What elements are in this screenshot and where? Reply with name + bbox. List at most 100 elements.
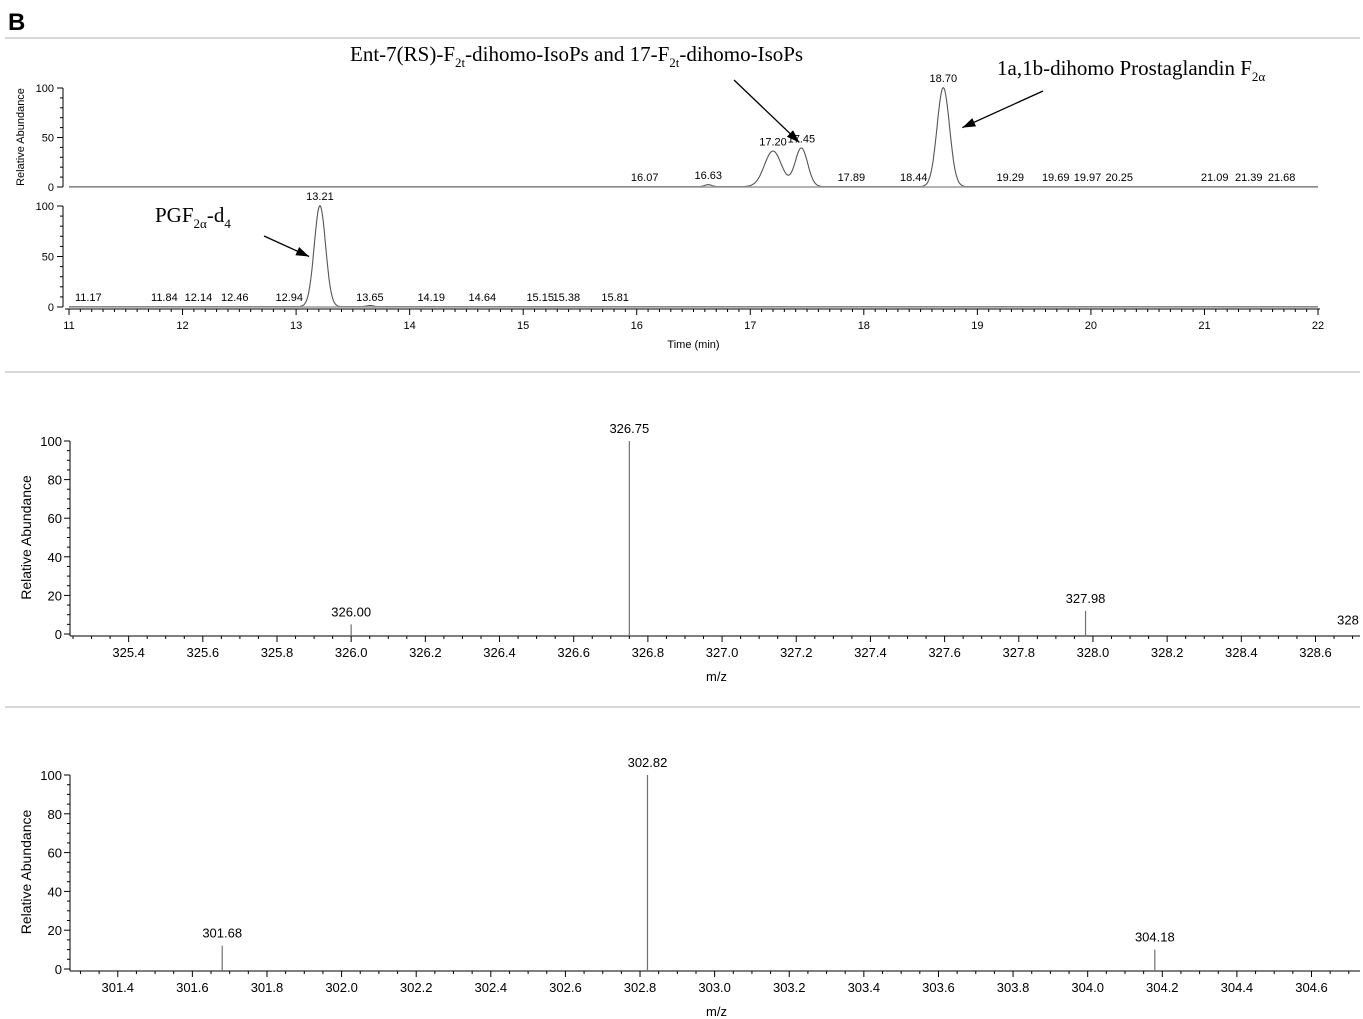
peak-label: 21.09 [1201, 172, 1229, 184]
peak-label: 15.81 [601, 292, 629, 304]
spectrum1-y-axis-label: Relative Abundance [18, 475, 34, 600]
y-tick-label: 60 [48, 846, 62, 861]
x-tick-label: 327.6 [928, 645, 961, 660]
peak-label: 17.20 [759, 136, 787, 148]
y-tick-label: 0 [55, 962, 62, 977]
x-tick-label: 301.8 [251, 980, 284, 995]
x-tick-label: 304.0 [1071, 980, 1104, 995]
spectrum-peak-label: 304.18 [1135, 930, 1175, 945]
x-tick-label: 303.8 [997, 980, 1030, 995]
x-tick-label: 303.2 [773, 980, 806, 995]
x-tick-label: 13 [290, 320, 302, 332]
annotation-dihomo-prostaglandin-arrow-shaft [962, 90, 1044, 129]
spectrum-peak-label: 326.75 [609, 421, 649, 436]
x-tick-label: 302.2 [400, 980, 433, 995]
x-tick-label: 20 [1085, 320, 1097, 332]
x-tick-label: 21 [1198, 320, 1210, 332]
peak-label: 17.89 [838, 172, 866, 184]
annotation-pgf2a-d4-arrow-head [295, 247, 310, 257]
x-tick-label: 12 [176, 320, 188, 332]
x-tick-label: 14 [404, 320, 416, 332]
x-tick-label: 327.2 [780, 645, 813, 660]
x-tick-label: 18 [858, 320, 870, 332]
spectrum-peak-label: 302.82 [628, 755, 668, 770]
peak-label: 13.65 [356, 292, 384, 304]
peak-label: 21.39 [1235, 172, 1263, 184]
x-tick-label: 19 [971, 320, 983, 332]
x-tick-label: 325.6 [187, 645, 220, 660]
x-tick-label: 328.4 [1225, 645, 1258, 660]
peak-label: 16.07 [631, 172, 659, 184]
annotation-isoprostanes-arrow-head [786, 130, 800, 143]
x-tick-label: 325.8 [261, 645, 294, 660]
x-tick-label: 302.6 [549, 980, 582, 995]
x-tick-label: 17 [744, 320, 756, 332]
x-tick-label: 301.6 [176, 980, 209, 995]
x-tick-label: 304.2 [1146, 980, 1179, 995]
peak-label: 19.69 [1042, 172, 1070, 184]
spectrum2-x-axis-label: m/z [706, 1004, 727, 1019]
peak-label: 14.64 [469, 292, 497, 304]
peak-label: 18.70 [930, 73, 958, 85]
annotation-isoprostanes-arrow-shaft [733, 79, 800, 143]
annotation-pgf2a-d4: PGF2α-d4 [155, 203, 231, 231]
x-tick-label: 327.8 [1003, 645, 1036, 660]
chromatogram-x-axis-label: Time (min) [667, 339, 719, 351]
spectrum-peak-label: 326.00 [331, 604, 371, 619]
x-tick-label: 303.4 [848, 980, 881, 995]
y-tick-label: 40 [48, 550, 62, 565]
x-tick-label: 327.0 [706, 645, 739, 660]
annotation-isoprostanes: Ent-7(RS)-F2t-dihomo-IsoPs and 17-F2t-di… [350, 42, 803, 70]
y-tick-label: 100 [40, 434, 62, 449]
trace2-y-tick-label: 0 [48, 302, 54, 314]
x-tick-label: 327.4 [854, 645, 887, 660]
peak-label: 15.15 [526, 292, 554, 304]
y-tick-label: 0 [55, 627, 62, 642]
x-tick-label: 15 [517, 320, 529, 332]
spectrum-peak-label: 327.98 [1066, 591, 1106, 606]
x-tick-label: 328.6 [1299, 645, 1332, 660]
peak-label: 12.94 [276, 292, 304, 304]
trace1-y-tick-label: 0 [48, 182, 54, 194]
peak-label: 15.38 [553, 292, 581, 304]
y-tick-label: 80 [48, 807, 62, 822]
x-tick-label: 302.4 [475, 980, 508, 995]
trace2-y-tick-label: 100 [36, 201, 54, 213]
x-tick-label: 22 [1312, 320, 1324, 332]
y-tick-label: 40 [48, 884, 62, 899]
peak-label: 19.97 [1074, 172, 1102, 184]
x-tick-label: 304.6 [1295, 980, 1328, 995]
y-tick-label: 60 [48, 511, 62, 526]
peak-label: 18.44 [900, 172, 928, 184]
x-tick-label: 303.0 [698, 980, 731, 995]
x-tick-label: 328.2 [1151, 645, 1184, 660]
y-tick-label: 20 [48, 923, 62, 938]
y-tick-label: 80 [48, 473, 62, 488]
spectrum-peak-label: 301.68 [202, 926, 242, 941]
peak-label: 12.14 [185, 292, 213, 304]
x-tick-label: 301.4 [101, 980, 134, 995]
mass-spectrum-1-chart: 0 20 40 60 80 100 Relative Abundance 325.4 325.6… [5, 421, 1360, 708]
mass-spectrum-2-chart: 0 20 40 60 80 100 Relative Abundance 301.4 301.6… [18, 755, 1360, 1019]
y-tick-label: 100 [40, 768, 62, 783]
x-tick-label: 304.4 [1221, 980, 1254, 995]
annotation-dihomo-prostaglandin: 1a,1b-dihomo Prostaglandin F2α [997, 56, 1265, 84]
x-tick-label: 326.6 [557, 645, 590, 660]
panel-letter: B [8, 9, 25, 36]
x-tick-label: 302.8 [624, 980, 657, 995]
x-tick-label: 326.4 [483, 645, 516, 660]
spectrum1-x-axis-label: m/z [706, 669, 727, 684]
spectrum2-y-axis-label: Relative Abundance [18, 810, 34, 935]
peak-label: 20.25 [1106, 172, 1134, 184]
x-tick-label: 326.8 [632, 645, 665, 660]
peak-label: 19.29 [997, 172, 1025, 184]
x-tick-label: 325.4 [112, 645, 145, 660]
x-tick-label: 328.0 [1077, 645, 1110, 660]
peak-label: 11.84 [151, 292, 178, 304]
trace2-y-tick-label: 50 [42, 252, 54, 264]
peak-label: 21.68 [1268, 172, 1296, 184]
x-tick-label: 16 [631, 320, 643, 332]
peak-label: 16.63 [694, 170, 722, 182]
